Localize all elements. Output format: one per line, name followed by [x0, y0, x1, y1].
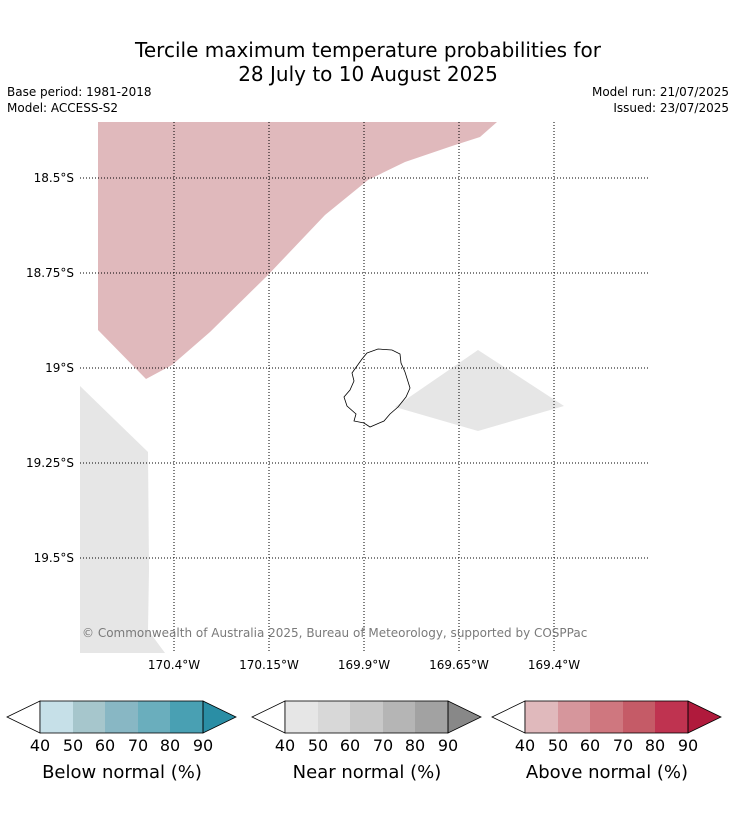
model-run: Model run: 21/07/2025 — [591, 85, 729, 99]
colorbar-near-tick: 50 — [307, 736, 329, 755]
model-name: Model: ACCESS-S2 — [7, 101, 119, 115]
colorbar-below-swatch — [170, 701, 203, 733]
colorbar-below-swatch — [138, 701, 170, 733]
near-normal-region-east — [395, 350, 564, 431]
colorbar-above-swatch — [655, 701, 688, 733]
colorbar-near-swatch — [350, 701, 383, 733]
colorbar-above-tick: 60 — [579, 736, 601, 755]
colorbar-below-swatch-low — [6, 700, 41, 734]
gridlines — [80, 122, 650, 653]
lon-label: 169.65°W — [429, 658, 489, 672]
colorbar-above-swatch — [590, 701, 623, 733]
map-title: Tercile maximum temperature probabilitie… — [0, 38, 736, 86]
colorbar-below-label: Below normal (%) — [42, 762, 202, 783]
colorbar-near-tick: 70 — [372, 736, 394, 755]
colorbar-near-label: Near normal (%) — [292, 762, 442, 783]
colorbar-below-tick: 40 — [29, 736, 51, 755]
colorbar-near-swatch-high — [447, 700, 482, 734]
lon-label: 170.4°W — [147, 658, 201, 672]
colorbar-above-swatch-low — [491, 700, 526, 734]
map-area — [80, 122, 650, 653]
meta-right: Model run: 21/07/2025 Issued: 23/07/2025 — [592, 84, 729, 116]
lon-label: 169.9°W — [337, 658, 391, 672]
colorbar-above-tick: 80 — [644, 736, 666, 755]
colorbar-below-swatch — [105, 701, 138, 733]
issued-date: Issued: 23/07/2025 — [613, 101, 729, 115]
colorbar-below — [6, 700, 237, 734]
lat-label: 19°S — [45, 361, 74, 375]
colorbar-above-swatch — [623, 701, 655, 733]
lat-label: 19.25°S — [26, 456, 74, 470]
lon-label: 170.15°W — [239, 658, 299, 672]
colorbar-below-tick: 50 — [62, 736, 84, 755]
colorbar-near-tick: 90 — [437, 736, 459, 755]
colorbar-above-label: Above normal (%) — [525, 762, 689, 783]
colorbar-above-tick: 50 — [547, 736, 569, 755]
title-line-2: 28 July to 10 August 2025 — [238, 62, 498, 86]
near-normal-region-southwest — [80, 386, 165, 653]
colorbar-below-tick: 60 — [94, 736, 116, 755]
colorbar-above-tick: 40 — [514, 736, 536, 755]
colorbar-near-swatch — [318, 701, 350, 733]
base-period: Base period: 1981-2018 — [7, 85, 152, 99]
lon-label: 169.4°W — [527, 658, 581, 672]
lat-label: 18.75°S — [26, 266, 74, 280]
colorbar-near-tick: 80 — [404, 736, 426, 755]
colorbar-near — [251, 700, 482, 734]
colorbar-above-tick: 90 — [677, 736, 699, 755]
colorbar-below-swatch — [40, 701, 73, 733]
colorbar-below-swatch — [73, 701, 105, 733]
island-outline — [343, 348, 411, 428]
lat-label: 19.5°S — [33, 551, 74, 565]
colorbar-below-tick: 90 — [192, 736, 214, 755]
lat-label: 18.5°S — [33, 171, 74, 185]
above-normal-region — [98, 122, 497, 379]
colorbar-above-swatch — [525, 701, 558, 733]
colorbar-below-tick: 70 — [127, 736, 149, 755]
colorbar-near-swatch-low — [251, 700, 286, 734]
colorbar-near-swatch — [383, 701, 415, 733]
colorbar-above-swatch-high — [687, 700, 722, 734]
colorbar-below-tick: 80 — [159, 736, 181, 755]
colorbar-near-tick: 60 — [339, 736, 361, 755]
colorbar-below-swatch-high — [202, 700, 237, 734]
title-line-1: Tercile maximum temperature probabilitie… — [135, 38, 601, 62]
colorbar-near-swatch — [285, 701, 318, 733]
colorbar-above-swatch — [558, 701, 590, 733]
colorbar-near-tick: 40 — [274, 736, 296, 755]
copyright-credit: © Commonwealth of Australia 2025, Bureau… — [82, 626, 588, 640]
colorbar-above-tick: 70 — [612, 736, 634, 755]
colorbar-above — [491, 700, 722, 734]
meta-left: Base period: 1981-2018 Model: ACCESS-S2 — [7, 84, 152, 116]
colorbar-near-swatch — [415, 701, 448, 733]
